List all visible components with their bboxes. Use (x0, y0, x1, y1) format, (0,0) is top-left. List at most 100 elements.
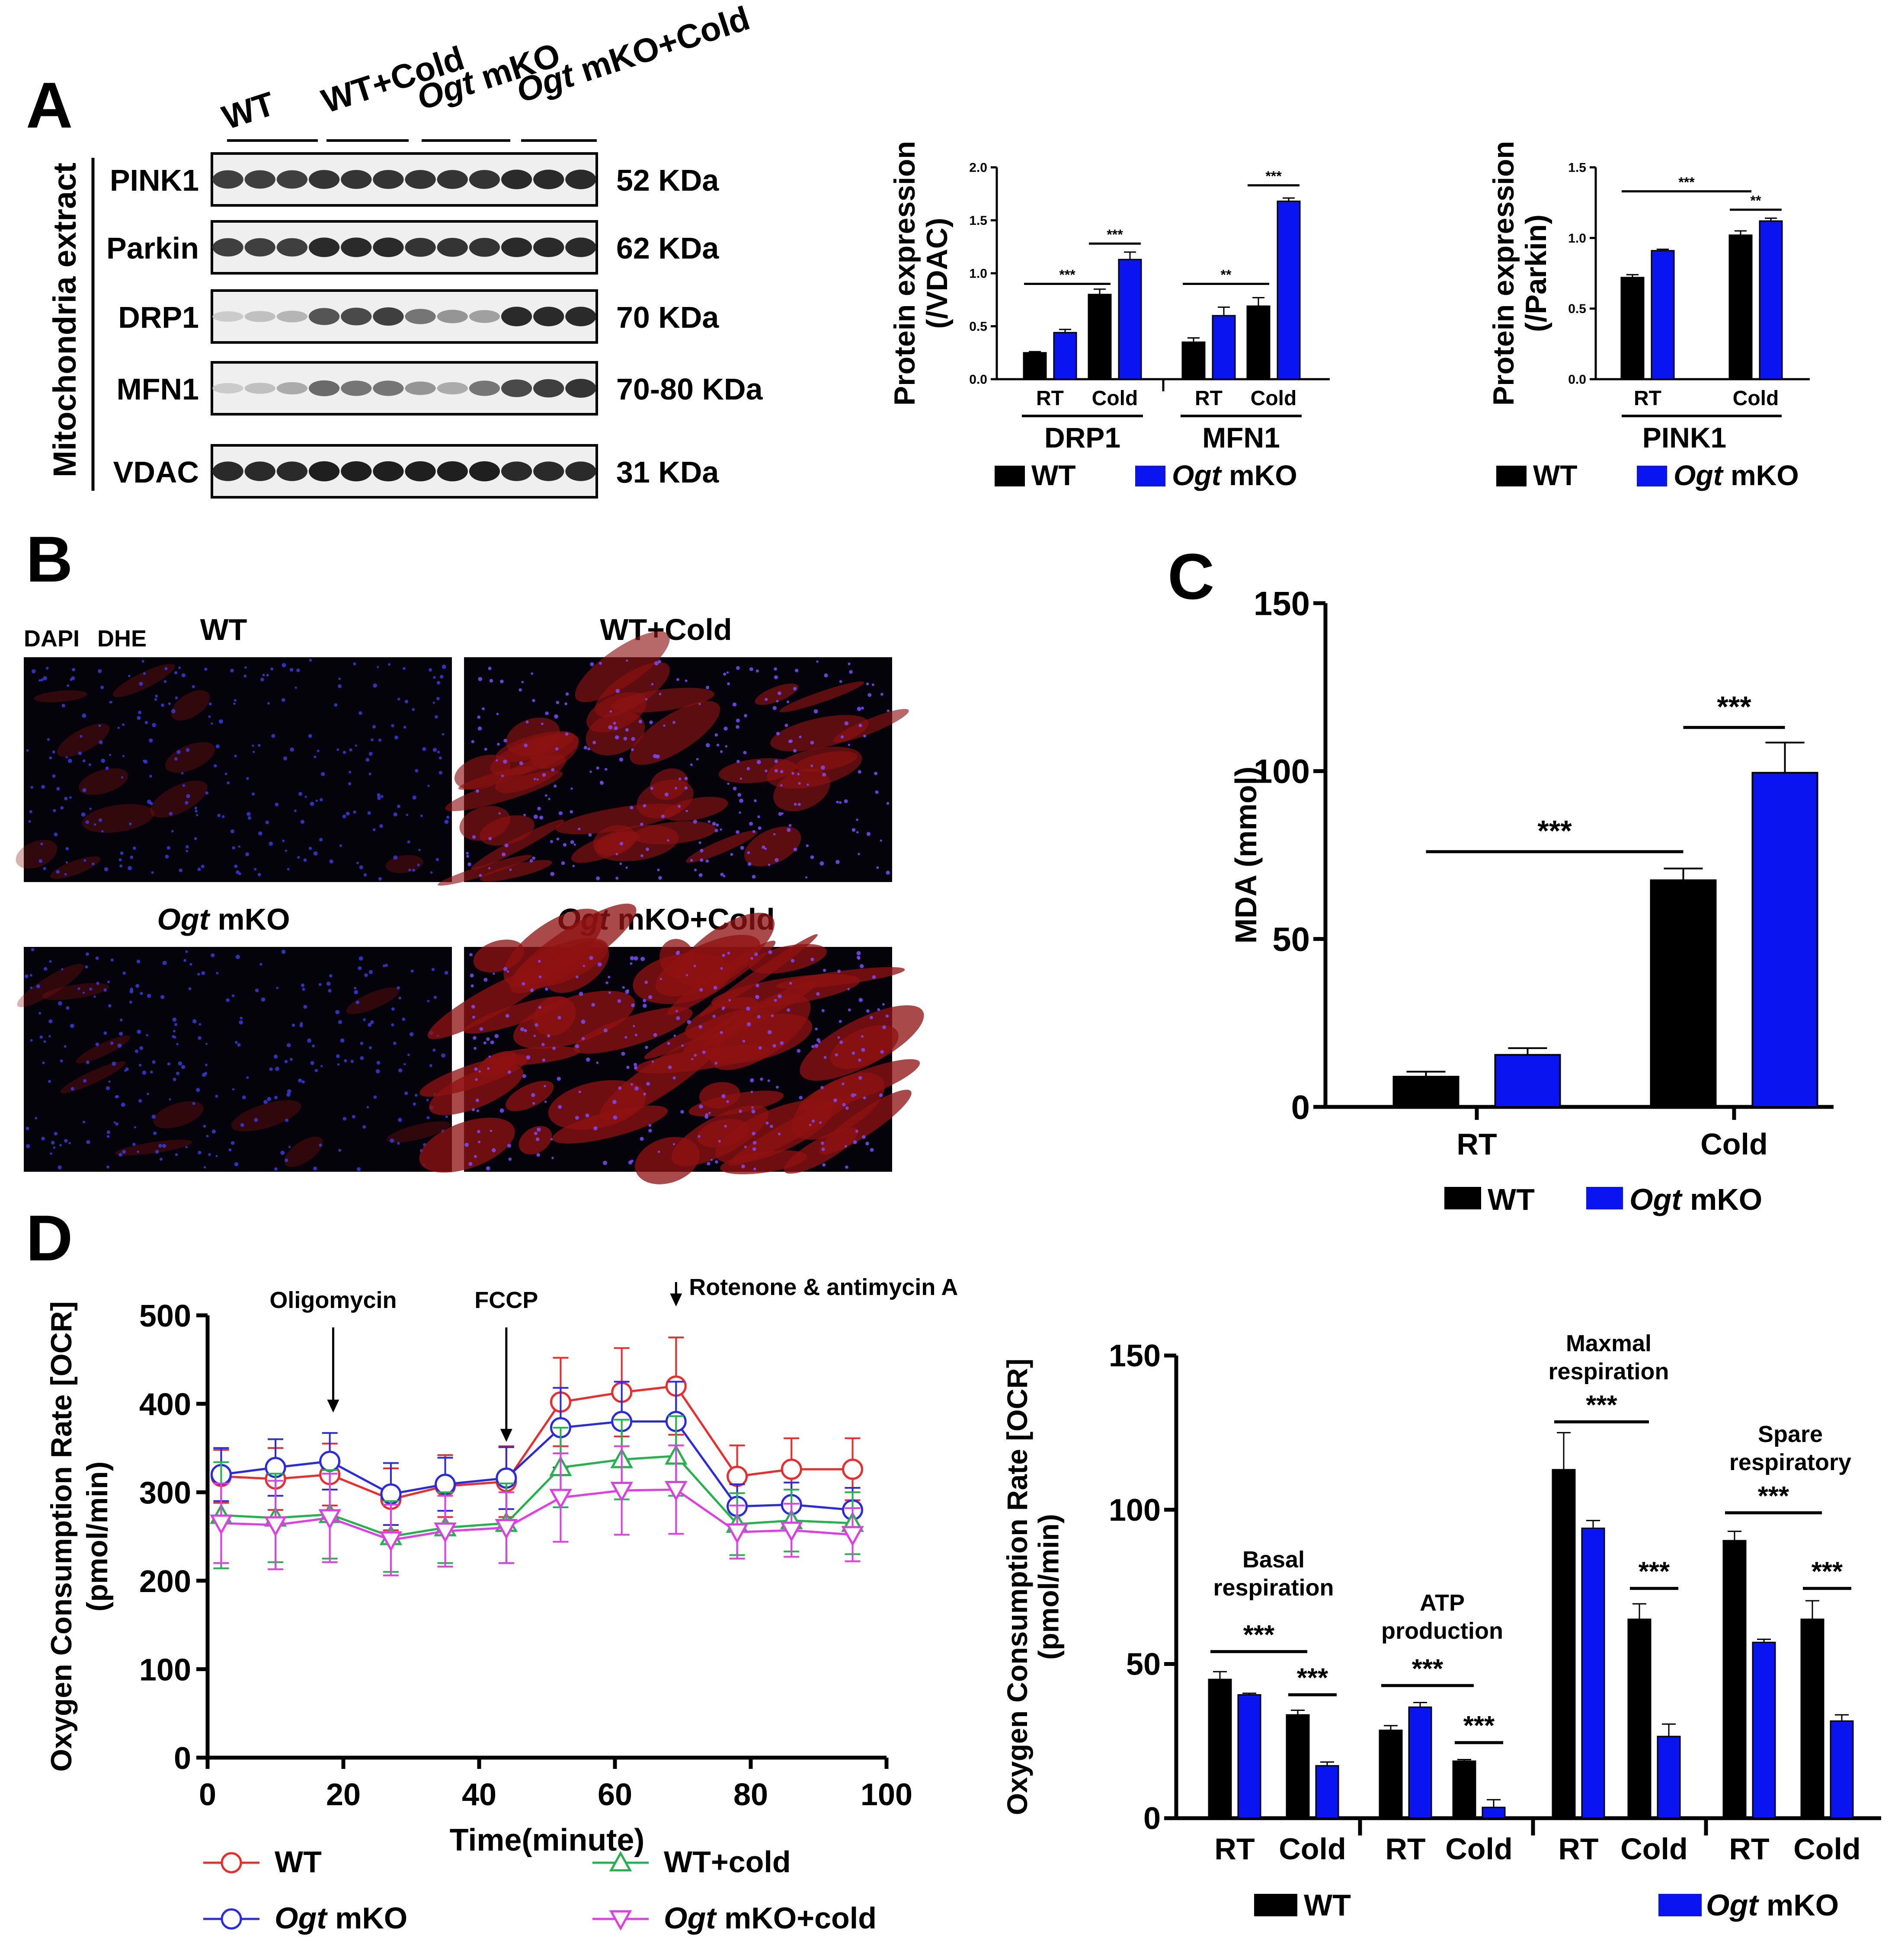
dapi-nucleus (70, 1023, 74, 1028)
dapi-nucleus (32, 669, 36, 674)
dapi-nucleus (503, 739, 507, 743)
dapi-nucleus (166, 846, 170, 850)
dapi-nucleus (121, 1103, 125, 1107)
dapi-nucleus (886, 802, 890, 805)
dapi-nucleus (338, 678, 341, 680)
dapi-nucleus (402, 1017, 406, 1021)
dapi-nucleus (201, 864, 205, 868)
dapi-nucleus (483, 1041, 487, 1045)
dhe-signal (784, 1127, 858, 1174)
dapi-nucleus (631, 748, 634, 751)
dapi-nucleus (174, 757, 178, 761)
dapi-nucleus (440, 675, 444, 679)
dapi-nucleus (749, 822, 753, 826)
dapi-nucleus (215, 1094, 218, 1098)
dapi-nucleus (142, 1070, 147, 1075)
legend-label-wt: WT (1031, 459, 1076, 491)
dapi-nucleus (412, 869, 415, 872)
annotation-label: Oligomycin (269, 1287, 397, 1313)
legend-swatch-wt (995, 466, 1025, 486)
dapi-nucleus (643, 999, 647, 1003)
blot-band (437, 382, 468, 395)
dapi-nucleus (781, 812, 784, 815)
dapi-nucleus (794, 803, 797, 806)
mda-bar-chart: 0 50 100 150 MDA (mmol) RT Cold *** *** WT Ogt mKO (1229, 584, 1834, 1216)
dapi-nucleus (282, 663, 286, 668)
significance-label: *** (1586, 1390, 1617, 1420)
dapi-nucleus (285, 1158, 288, 1162)
dapi-nucleus (732, 702, 737, 707)
dapi-nucleus (503, 759, 507, 764)
dhe-signal (749, 944, 827, 974)
dapi-nucleus (591, 1003, 595, 1007)
dapi-nucleus (776, 700, 779, 703)
dapi-nucleus (851, 1051, 855, 1055)
dapi-nucleus (544, 1100, 547, 1103)
dapi-nucleus (754, 799, 757, 803)
data-point (319, 1451, 341, 1472)
dhe-signal (79, 768, 128, 795)
dapi-nucleus (372, 725, 376, 729)
dapi-nucleus (548, 798, 551, 800)
dapi-nucleus (810, 764, 813, 767)
dapi-nucleus (736, 725, 739, 729)
dapi-nucleus (103, 1031, 107, 1035)
dhe-signal (794, 1050, 924, 1120)
micrograph-image (24, 657, 452, 882)
dapi-nucleus (658, 876, 662, 880)
dapi-nucleus (631, 737, 635, 741)
dhe-signal (513, 991, 635, 1049)
dapi-nucleus (578, 1090, 581, 1094)
dapi-nucleus (103, 988, 107, 992)
dapi-nucleus (605, 981, 608, 985)
dapi-nucleus (178, 666, 181, 669)
dapi-nucleus (707, 1162, 711, 1166)
dhe-signal (779, 681, 864, 713)
dapi-nucleus (298, 792, 303, 796)
dhe-signal (438, 855, 532, 886)
legend-label: Ogt mKO+cold (664, 1901, 877, 1935)
dapi-nucleus (573, 843, 576, 846)
dapi-nucleus (140, 991, 143, 995)
dapi-nucleus (698, 841, 701, 844)
dapi-nucleus (433, 995, 437, 999)
dapi-nucleus (285, 849, 288, 852)
blot-band (469, 170, 500, 189)
significance-label: ** (1221, 267, 1232, 283)
bar-wt (1627, 1618, 1652, 1819)
dapi-nucleus (152, 723, 156, 727)
dapi-nucleus (266, 674, 269, 677)
dapi-nucleus (438, 756, 442, 760)
dapi-nucleus (645, 698, 648, 700)
dapi-nucleus (86, 1060, 90, 1064)
group-label: DRP1 (1044, 422, 1120, 454)
dapi-nucleus (780, 1041, 784, 1045)
dapi-nucleus (363, 873, 367, 877)
dapi-nucleus (382, 964, 386, 967)
panel-label-d: D (26, 1202, 73, 1274)
data-point (780, 1522, 803, 1542)
dapi-nucleus (263, 1100, 268, 1104)
dapi-nucleus (799, 1096, 803, 1100)
dapi-nucleus (122, 723, 125, 726)
dapi-nucleus (362, 1125, 366, 1129)
dapi-nucleus (65, 847, 69, 851)
y-tick-label: 50 (1272, 920, 1310, 958)
dapi-nucleus (773, 833, 776, 836)
dapi-nucleus (880, 693, 883, 696)
dapi-nucleus (744, 714, 747, 718)
dapi-nucleus (384, 963, 388, 967)
dapi-nucleus (876, 866, 879, 869)
dapi-nucleus (373, 1095, 377, 1099)
dapi-nucleus (375, 1069, 380, 1074)
y-tick-label: 500 (139, 1299, 191, 1333)
dapi-nucleus (118, 1153, 122, 1157)
dapi-nucleus (68, 1142, 71, 1145)
dapi-nucleus (867, 693, 872, 697)
dapi-nucleus (723, 726, 728, 731)
dapi-nucleus (810, 741, 814, 745)
dapi-nucleus (147, 799, 151, 804)
micrograph-image (24, 947, 452, 1172)
dapi-nucleus (40, 842, 43, 846)
